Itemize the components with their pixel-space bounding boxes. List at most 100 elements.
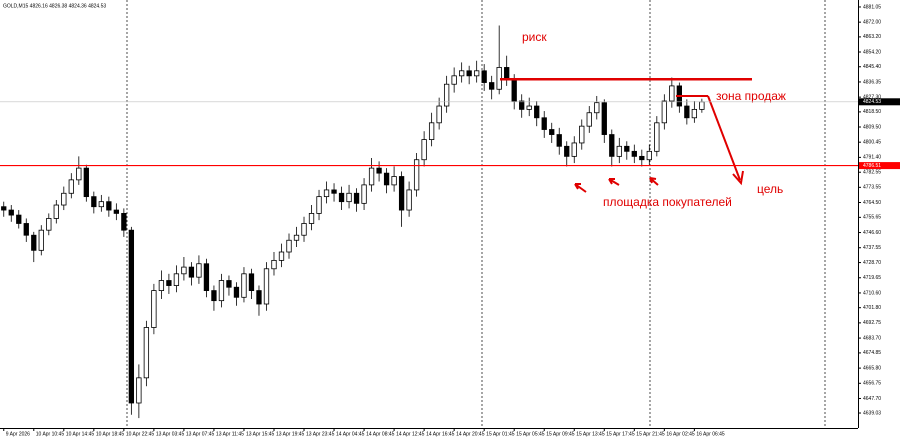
support-price-label: 4786.51 [863,163,881,169]
y-tick-label: 4692.75 [863,320,881,326]
candle-body [173,273,180,286]
candle-body [331,189,337,194]
candle-body [639,155,645,161]
y-tick-label: 4836.35 [863,79,881,85]
candle-body [158,280,165,291]
candle-body [459,70,465,77]
x-tick-label: 13 Apr 15:45 [246,431,275,437]
candle-body [451,75,457,85]
candle-body [316,196,322,214]
candle-body [534,105,540,119]
candle-body [669,85,675,102]
y-tick-label: 4791.40 [863,155,881,161]
candle-body [61,192,67,206]
x-tick-label: 10 Apr 18:45 [96,431,125,437]
candle-body [481,70,487,83]
candle-body [136,377,142,404]
buyers-arrow [574,183,587,193]
x-tick-label: 15 Apr 05:45 [516,431,545,437]
candle-body [368,167,375,186]
y-tick-label: 4800.45 [863,140,881,146]
candle-body [383,172,390,186]
candle-body [113,209,120,214]
y-tick-label: 4710.60 [863,290,881,296]
candle-body [308,213,315,224]
candle-body [241,273,247,298]
candle-body [23,223,29,236]
candle-body [233,286,240,298]
x-tick-label: 15 Apr 09:45 [546,431,575,437]
candle-body [8,209,14,216]
candle-body [361,184,367,204]
candle-body [248,273,255,291]
candle-body [684,105,690,119]
candle-body [661,100,667,124]
candle-body [91,196,97,208]
candle-body [398,176,405,211]
candle-body [601,102,607,135]
y-tick-label: 4818.50 [863,109,881,115]
candle-body [436,105,442,124]
y-tick-label: 4881.05 [863,4,881,10]
candle-body [1,206,7,211]
x-tick-label: 10 Apr 22:45 [126,431,155,437]
x-tick-label: 10 Apr 14:45 [66,431,95,437]
y-tick-label: 4639.03 [863,410,881,416]
x-tick-label: 14 Apr 20:45 [456,431,485,437]
last-price-label: 4824.53 [863,99,881,105]
candle-body [579,125,585,144]
candle-body [519,100,525,110]
y-tick-label: 4782.55 [863,170,881,176]
candle-body [586,112,592,127]
x-tick-label: 15 Apr 13:45 [576,431,605,437]
x-tick-label: 13 Apr 03:45 [156,431,185,437]
buyers-arrow [649,177,659,186]
candle-body [376,167,382,174]
y-tick-label: 4872.00 [863,19,881,25]
x-tick-label: 14 Apr 08:45 [366,431,395,437]
y-tick-label: 4674.85 [863,350,881,356]
candle-body [68,179,74,194]
x-tick-label: 15 Apr 17:45 [606,431,635,437]
candle-body [106,201,112,211]
last-price-box [859,98,900,106]
y-tick-label: 4746.60 [863,230,881,236]
candle-body [196,263,202,278]
candle-body [616,145,622,157]
candle-body [263,268,270,305]
target-label: цель [757,182,783,196]
candle-body [31,234,37,251]
y-tick-label: 4683.70 [863,335,881,341]
y-tick-label: 4701.80 [863,305,881,311]
candle-body [151,290,157,328]
candle-body [188,266,195,278]
candle-body [218,280,225,302]
x-tick-label: 9 Apr 2026 [6,431,30,437]
candle-body [53,204,59,219]
candle-body [346,192,352,203]
candle-body [421,139,427,161]
day-separators [126,0,826,428]
chart-title: GOLD,M15 4826.16 4826.38 4824.36 4824.53 [3,3,106,9]
candle-body [609,134,615,157]
y-tick-label: 4773.55 [863,185,881,191]
x-tick-label: 16 Apr 06:45 [696,431,725,437]
x-tick-label: 13 Apr 19:45 [276,431,305,437]
candle-body [16,214,22,224]
y-tick-label: 4656.75 [863,381,881,387]
candle-body [541,117,547,130]
candle-body [181,266,187,275]
y-tick-label: 4827.30 [863,94,881,100]
candle-body [594,102,600,114]
y-tick-label: 4728.70 [863,260,881,266]
candle-body [323,189,330,198]
candle-body [391,176,397,186]
candle-body [128,229,135,404]
candle-body [211,290,217,302]
candle-body [624,145,630,152]
candle-body [413,159,420,191]
candle-body [338,192,345,203]
y-tick-label: 4764.50 [863,200,881,206]
